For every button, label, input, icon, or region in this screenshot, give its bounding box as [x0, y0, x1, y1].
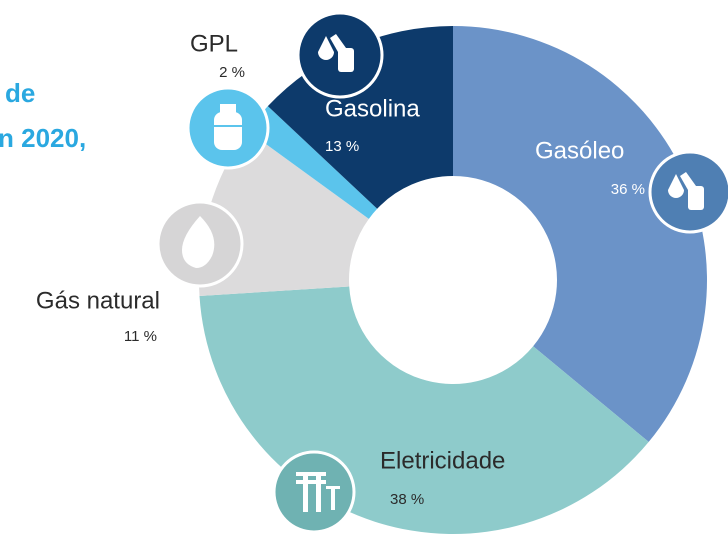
slice-label: Gasóleo [535, 137, 624, 164]
icon-gasoleo [648, 150, 728, 234]
slice [453, 26, 708, 442]
title-line: de [5, 78, 35, 108]
slice-label: GPL [190, 30, 238, 57]
value-label: 38 % [390, 491, 424, 508]
slice-label: Gás natural [36, 287, 160, 314]
title-line: n 2020, [0, 123, 86, 153]
slice-label: Eletricidade [380, 447, 505, 474]
icon-gasolina [296, 11, 384, 99]
slice-label: Gasolina [325, 95, 420, 122]
icon-eletricidade [272, 450, 356, 534]
slice [247, 106, 378, 219]
value-label: 13 % [325, 138, 359, 155]
icon-gas-natural [156, 200, 244, 288]
value-label: 2 % [219, 64, 245, 81]
icon-gpl [186, 86, 270, 170]
value-label: 11 % [124, 328, 157, 345]
value-label: 36 % [611, 181, 645, 198]
